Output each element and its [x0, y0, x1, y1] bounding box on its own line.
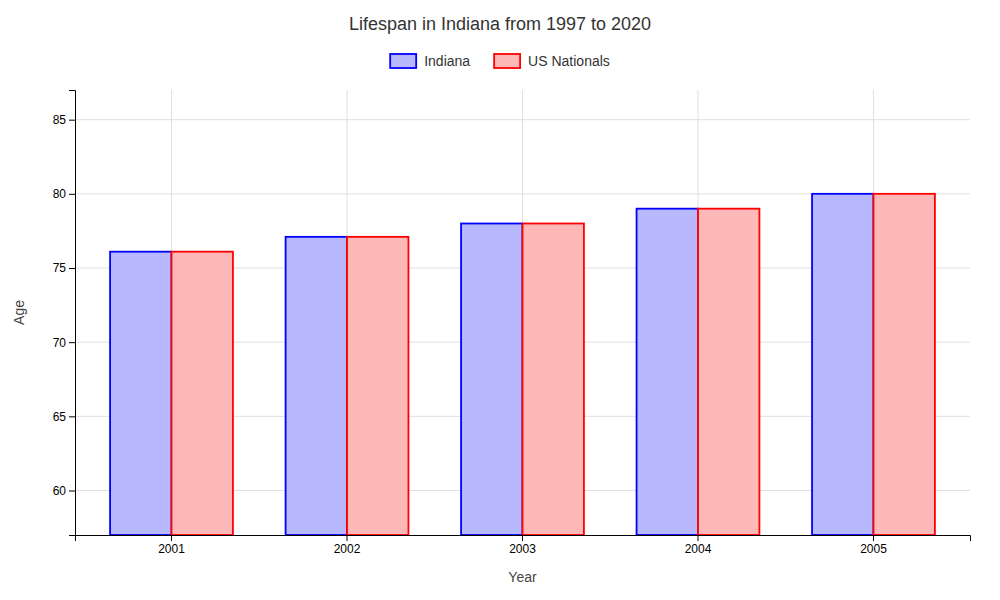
bar — [110, 252, 171, 535]
bar — [172, 252, 233, 535]
bar — [812, 194, 873, 535]
y-axis: 60 65 70 75 80 85 — [53, 91, 76, 536]
legend-item: US Nationals — [494, 53, 610, 69]
axis-line — [76, 536, 971, 542]
x-axis: 2001 2002 2003 2004 2005 — [76, 535, 971, 556]
tick-label: 2004 — [685, 542, 712, 556]
y-tick: 65 — [53, 410, 75, 424]
y-axis-title: Age — [11, 300, 27, 325]
tick-mark — [69, 342, 75, 343]
tick-mark — [69, 268, 75, 269]
bar — [698, 209, 759, 535]
tick-label: 2005 — [860, 542, 887, 556]
legend-swatch — [390, 54, 416, 68]
y-tick: 60 — [53, 484, 75, 498]
plot-area: 2001 2002 2003 2004 2005 60 65 70 75 80 85 — [53, 90, 971, 556]
tick-mark — [69, 491, 75, 492]
x-tick: 2003 — [509, 535, 536, 556]
legend-label: US Nationals — [528, 53, 610, 69]
tick-label: 2001 — [158, 542, 185, 556]
tick-mark — [69, 194, 75, 195]
tick-mark — [873, 535, 874, 541]
legend-swatch — [494, 54, 520, 68]
bar — [286, 237, 347, 535]
tick-label: 2003 — [509, 542, 536, 556]
tick-label: 70 — [53, 336, 67, 350]
tick-mark — [69, 416, 75, 417]
tick-mark — [347, 535, 348, 541]
tick-label: 2002 — [334, 542, 361, 556]
axis-line — [69, 91, 76, 536]
legend-label: Indiana — [424, 53, 470, 69]
y-tick: 85 — [53, 113, 75, 127]
tick-label: 65 — [53, 410, 67, 424]
bar-series — [110, 194, 873, 535]
tick-label: 80 — [53, 187, 67, 201]
tick-mark — [171, 535, 172, 541]
legend: Indiana US Nationals — [390, 53, 610, 69]
tick-mark — [522, 535, 523, 541]
bar — [347, 237, 408, 535]
legend-item: Indiana — [390, 53, 470, 69]
tick-mark — [69, 120, 75, 121]
bar — [637, 209, 698, 535]
chart: 2001 2002 2003 2004 2005 60 65 70 75 80 85 Year Age L… — [0, 0, 1000, 600]
tick-label: 60 — [53, 484, 67, 498]
title: Lifespan in Indiana from 1997 to 2020 — [349, 14, 651, 34]
x-tick: 2004 — [685, 535, 712, 556]
bar-series — [172, 194, 935, 535]
y-tick: 75 — [53, 261, 75, 275]
x-tick: 2002 — [334, 535, 361, 556]
x-axis-title: Year — [508, 569, 537, 585]
tick-mark — [697, 535, 698, 541]
x-tick: 2001 — [158, 535, 185, 556]
tick-label: 75 — [53, 261, 67, 275]
grid — [75, 90, 970, 535]
y-tick: 80 — [53, 187, 75, 201]
tick-label: 85 — [53, 113, 67, 127]
bar — [873, 194, 934, 535]
bar — [461, 224, 522, 536]
x-tick: 2005 — [860, 535, 887, 556]
bar — [523, 224, 584, 536]
bars — [110, 194, 935, 535]
y-tick: 70 — [53, 336, 75, 350]
